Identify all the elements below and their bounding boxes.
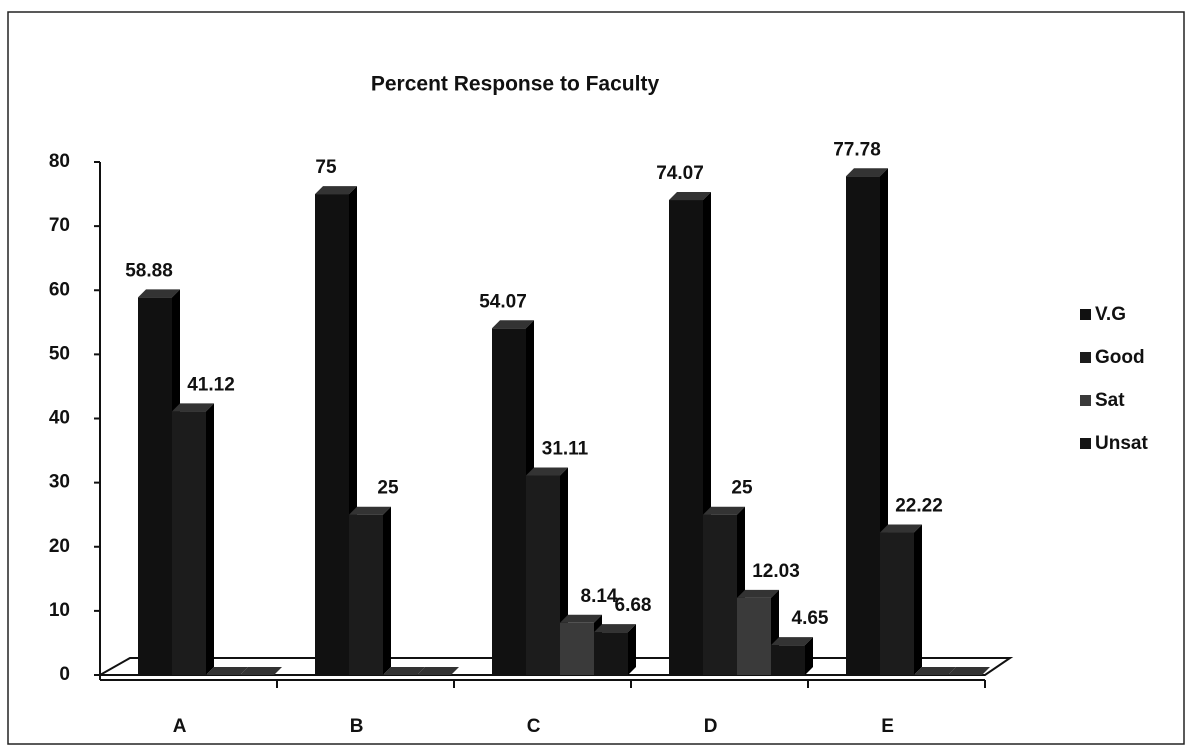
bar-top bbox=[737, 589, 779, 598]
x-tick-label: C bbox=[527, 716, 541, 737]
bar-top bbox=[880, 524, 922, 533]
frame bbox=[7, 11, 1185, 745]
y-tick-label: 70 bbox=[49, 215, 70, 236]
bar-top bbox=[417, 667, 459, 675]
bar bbox=[669, 200, 703, 675]
bar-top bbox=[315, 186, 357, 195]
bar-top bbox=[914, 667, 956, 675]
bar bbox=[492, 328, 526, 675]
legend-swatch bbox=[1080, 352, 1091, 363]
bar-top bbox=[383, 667, 425, 675]
data-label: 75 bbox=[315, 157, 337, 178]
y-tick-label: 30 bbox=[49, 472, 70, 493]
data-label: 4.65 bbox=[792, 608, 829, 629]
data-label: 31.11 bbox=[542, 439, 589, 460]
bar-top bbox=[669, 192, 711, 201]
bar bbox=[560, 622, 594, 675]
bar-side bbox=[206, 403, 214, 675]
data-label: 77.78 bbox=[833, 139, 881, 160]
bar-top bbox=[560, 614, 602, 623]
bar bbox=[880, 532, 914, 675]
bar-top bbox=[240, 667, 282, 675]
y-tick-label: 50 bbox=[49, 343, 70, 364]
x-tick-label: A bbox=[173, 716, 187, 737]
bar-top bbox=[526, 467, 568, 476]
bar bbox=[315, 194, 349, 675]
data-label: 25 bbox=[377, 478, 399, 499]
data-label: 12.03 bbox=[752, 561, 800, 582]
x-tick-label: E bbox=[881, 716, 894, 737]
legend-swatch bbox=[1080, 309, 1091, 320]
x-tick-label: D bbox=[704, 716, 718, 737]
bar-top bbox=[492, 320, 534, 329]
bar bbox=[737, 597, 771, 675]
bar-side bbox=[383, 506, 391, 675]
y-tick-label: 80 bbox=[49, 151, 70, 172]
bar bbox=[526, 475, 560, 675]
y-tick-label: 20 bbox=[49, 536, 70, 557]
bar-top bbox=[138, 289, 180, 298]
bar-top bbox=[349, 506, 391, 515]
bar-top bbox=[172, 403, 214, 412]
data-label: 74.07 bbox=[656, 163, 704, 184]
bar bbox=[172, 411, 206, 675]
data-label: 8.14 bbox=[581, 586, 618, 607]
x-tick-label: B bbox=[350, 716, 364, 737]
data-label: 58.88 bbox=[125, 260, 173, 281]
data-label: 41.12 bbox=[187, 374, 235, 395]
bar bbox=[771, 645, 805, 675]
legend-swatch bbox=[1080, 395, 1091, 406]
legend-label: Good bbox=[1095, 347, 1145, 368]
bar bbox=[349, 514, 383, 675]
data-label: 6.68 bbox=[615, 595, 652, 616]
y-tick-label: 10 bbox=[49, 600, 70, 621]
chart-title: Percent Response to Faculty bbox=[371, 73, 660, 96]
legend-label: V.G bbox=[1095, 304, 1126, 325]
bar bbox=[138, 297, 172, 675]
legend-swatch bbox=[1080, 438, 1091, 449]
y-tick-label: 40 bbox=[49, 408, 70, 429]
bar-top bbox=[594, 624, 636, 633]
bar-side bbox=[628, 624, 636, 675]
y-tick-label: 60 bbox=[49, 279, 70, 300]
bar bbox=[703, 514, 737, 675]
data-label: 22.22 bbox=[895, 496, 943, 517]
legend-label: Unsat bbox=[1095, 433, 1148, 454]
bar-top bbox=[948, 667, 990, 675]
bar-side bbox=[914, 524, 922, 675]
bar-top bbox=[771, 637, 813, 646]
y-tick-label: 0 bbox=[59, 664, 70, 685]
data-label: 25 bbox=[731, 478, 753, 499]
bar bbox=[846, 176, 880, 675]
legend-label: Sat bbox=[1095, 390, 1125, 411]
bar-top bbox=[846, 168, 888, 177]
bar-side bbox=[805, 637, 813, 675]
bar-top bbox=[206, 667, 248, 675]
data-label: 54.07 bbox=[479, 291, 527, 312]
bar-top bbox=[703, 506, 745, 515]
bar bbox=[594, 632, 628, 675]
